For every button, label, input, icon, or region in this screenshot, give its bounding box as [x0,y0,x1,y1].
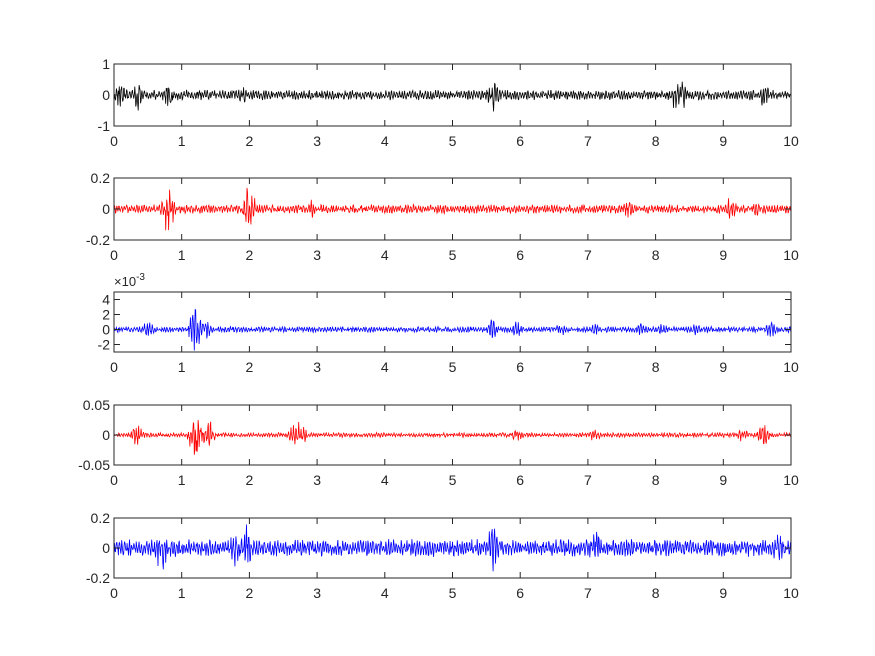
x-tick-label: 1 [178,472,186,488]
y-tick-label: 4 [102,292,110,308]
y-tick-label: -2 [98,337,111,353]
x-tick-label: 7 [584,133,592,149]
x-tick-label: 9 [719,359,727,375]
x-tick-label: 4 [381,359,389,375]
x-tick-label: 3 [313,359,321,375]
y-tick-label: 0 [102,201,110,217]
x-tick-label: 8 [652,133,660,149]
x-tick-label: 4 [381,585,389,601]
x-tick-label: 3 [313,133,321,149]
subplot-2: 0 1 2 3 4 5 6 7 8 9 100.20-0.2 [86,170,799,263]
x-tick-label: 5 [449,472,457,488]
x-tick-label: 8 [652,472,660,488]
x-tick-label: 10 [783,247,799,263]
x-tick-label: 3 [313,247,321,263]
y-tick-label: 0 [102,322,110,338]
y-exponent-label: ×10-3 [114,272,145,289]
x-tick-label: 2 [246,585,254,601]
x-tick-label: 1 [178,585,186,601]
x-tick-label: 0 [110,472,118,488]
exponent-power: -3 [136,272,145,283]
x-tick-label: 2 [246,247,254,263]
x-tick-label: 4 [381,247,389,263]
x-tick-label: 4 [381,472,389,488]
subplot-4: 0 1 2 3 4 5 6 7 8 9 100.050-0.05 [78,397,799,488]
x-tick-label: 7 [584,359,592,375]
y-tick-label: -1 [98,118,111,134]
y-tick-label: 1 [102,56,110,72]
x-tick-label: 0 [110,585,118,601]
x-tick-label: 10 [783,359,799,375]
x-tick-label: 10 [783,585,799,601]
x-tick-label: 8 [652,247,660,263]
signal-trace [113,81,792,112]
signal-trace [113,308,792,351]
y-tick-label: 2 [102,307,110,323]
x-tick-label: 1 [178,247,186,263]
y-tick-label: 0 [102,427,110,443]
x-tick-label: 1 [178,133,186,149]
x-tick-label: 4 [381,133,389,149]
signal-trace [113,419,792,455]
x-tick-label: 3 [313,472,321,488]
x-tick-label: 5 [449,585,457,601]
y-tick-label: 0.05 [83,397,110,413]
x-tick-label: 6 [516,133,524,149]
y-tick-label: 0.2 [91,170,111,186]
x-tick-label: 5 [449,359,457,375]
x-tick-label: 9 [719,133,727,149]
subplot-5: 0 1 2 3 4 5 6 7 8 9 100.20-0.2 [86,510,799,601]
x-tick-label: 6 [516,247,524,263]
exponent-base: ×10 [114,274,136,289]
x-tick-label: 2 [246,472,254,488]
x-tick-label: 5 [449,247,457,263]
signal-trace [113,187,792,231]
x-tick-label: 6 [516,472,524,488]
axes-frame [113,291,792,353]
x-tick-label: 7 [584,472,592,488]
signal-trace [113,524,792,572]
x-tick-label: 3 [313,585,321,601]
x-tick-label: 10 [783,133,799,149]
x-tick-label: 7 [584,247,592,263]
y-tick-label: 0.2 [91,510,111,526]
x-tick-label: 6 [516,359,524,375]
x-tick-label: 10 [783,472,799,488]
x-tick-label: 0 [110,359,118,375]
x-tick-label: 8 [652,359,660,375]
x-tick-label: 9 [719,472,727,488]
x-tick-label: 1 [178,359,186,375]
x-tick-label: 2 [246,133,254,149]
y-tick-label: 0 [102,87,110,103]
x-tick-label: 9 [719,585,727,601]
x-tick-label: 6 [516,585,524,601]
y-tick-label: -0.2 [86,232,110,248]
x-tick-label: 7 [584,585,592,601]
y-tick-label: -0.05 [78,457,110,473]
x-tick-label: 9 [719,247,727,263]
y-tick-label: 0 [102,540,110,556]
x-tick-label: 8 [652,585,660,601]
x-tick-label: 0 [110,133,118,149]
x-tick-label: 0 [110,247,118,263]
x-tick-label: 2 [246,359,254,375]
y-tick-label: -0.2 [86,570,110,586]
x-tick-label: 5 [449,133,457,149]
